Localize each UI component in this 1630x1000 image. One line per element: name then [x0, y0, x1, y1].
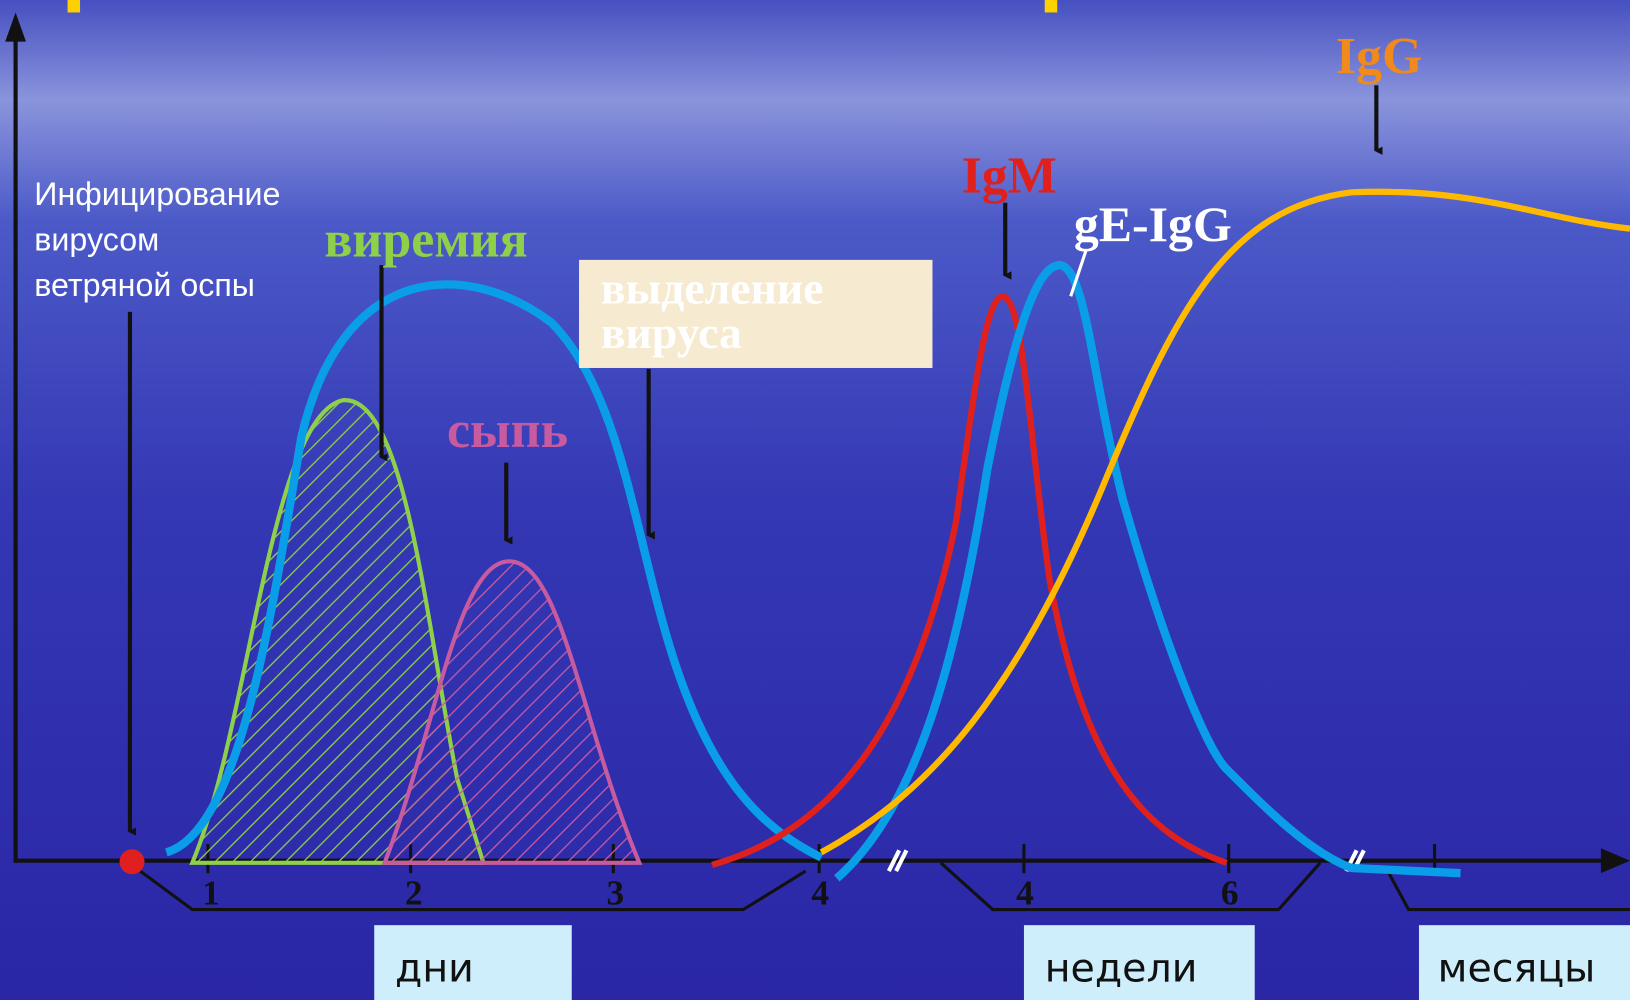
igm-label: IgM [962, 147, 1057, 204]
tick-label: 2 [405, 873, 423, 912]
rash-label: сыпь [447, 402, 568, 459]
page: {"labels": {"infection": ["Инфицирование… [0, 0, 1630, 1000]
tick-label: 6 [1221, 873, 1239, 912]
text-line: вируса [601, 307, 742, 358]
viremia-label: виремия [324, 212, 527, 269]
tick-label: 1 [202, 873, 220, 912]
period-label: дни [395, 945, 474, 991]
decor [68, 0, 80, 12]
igg-label: IgG [1336, 28, 1423, 85]
period-label: недели [1045, 945, 1198, 991]
decor [1045, 0, 1057, 12]
tick-label: 3 [607, 873, 625, 912]
diagram: Инфицирование вирусом ветряной оспы вире… [0, 0, 1630, 1000]
text-line: выделение [601, 263, 824, 314]
tick-label: 4 [1016, 873, 1034, 912]
text-line: ветряной оспы [34, 267, 255, 303]
tick-label: 4 [811, 873, 829, 912]
text-line: Инфицирование [34, 176, 280, 212]
period-label: месяцы [1438, 945, 1596, 991]
text-line: вирусом [34, 222, 159, 258]
infection-point [120, 849, 145, 874]
ge-igg-label: gE-IgG [1074, 197, 1232, 252]
